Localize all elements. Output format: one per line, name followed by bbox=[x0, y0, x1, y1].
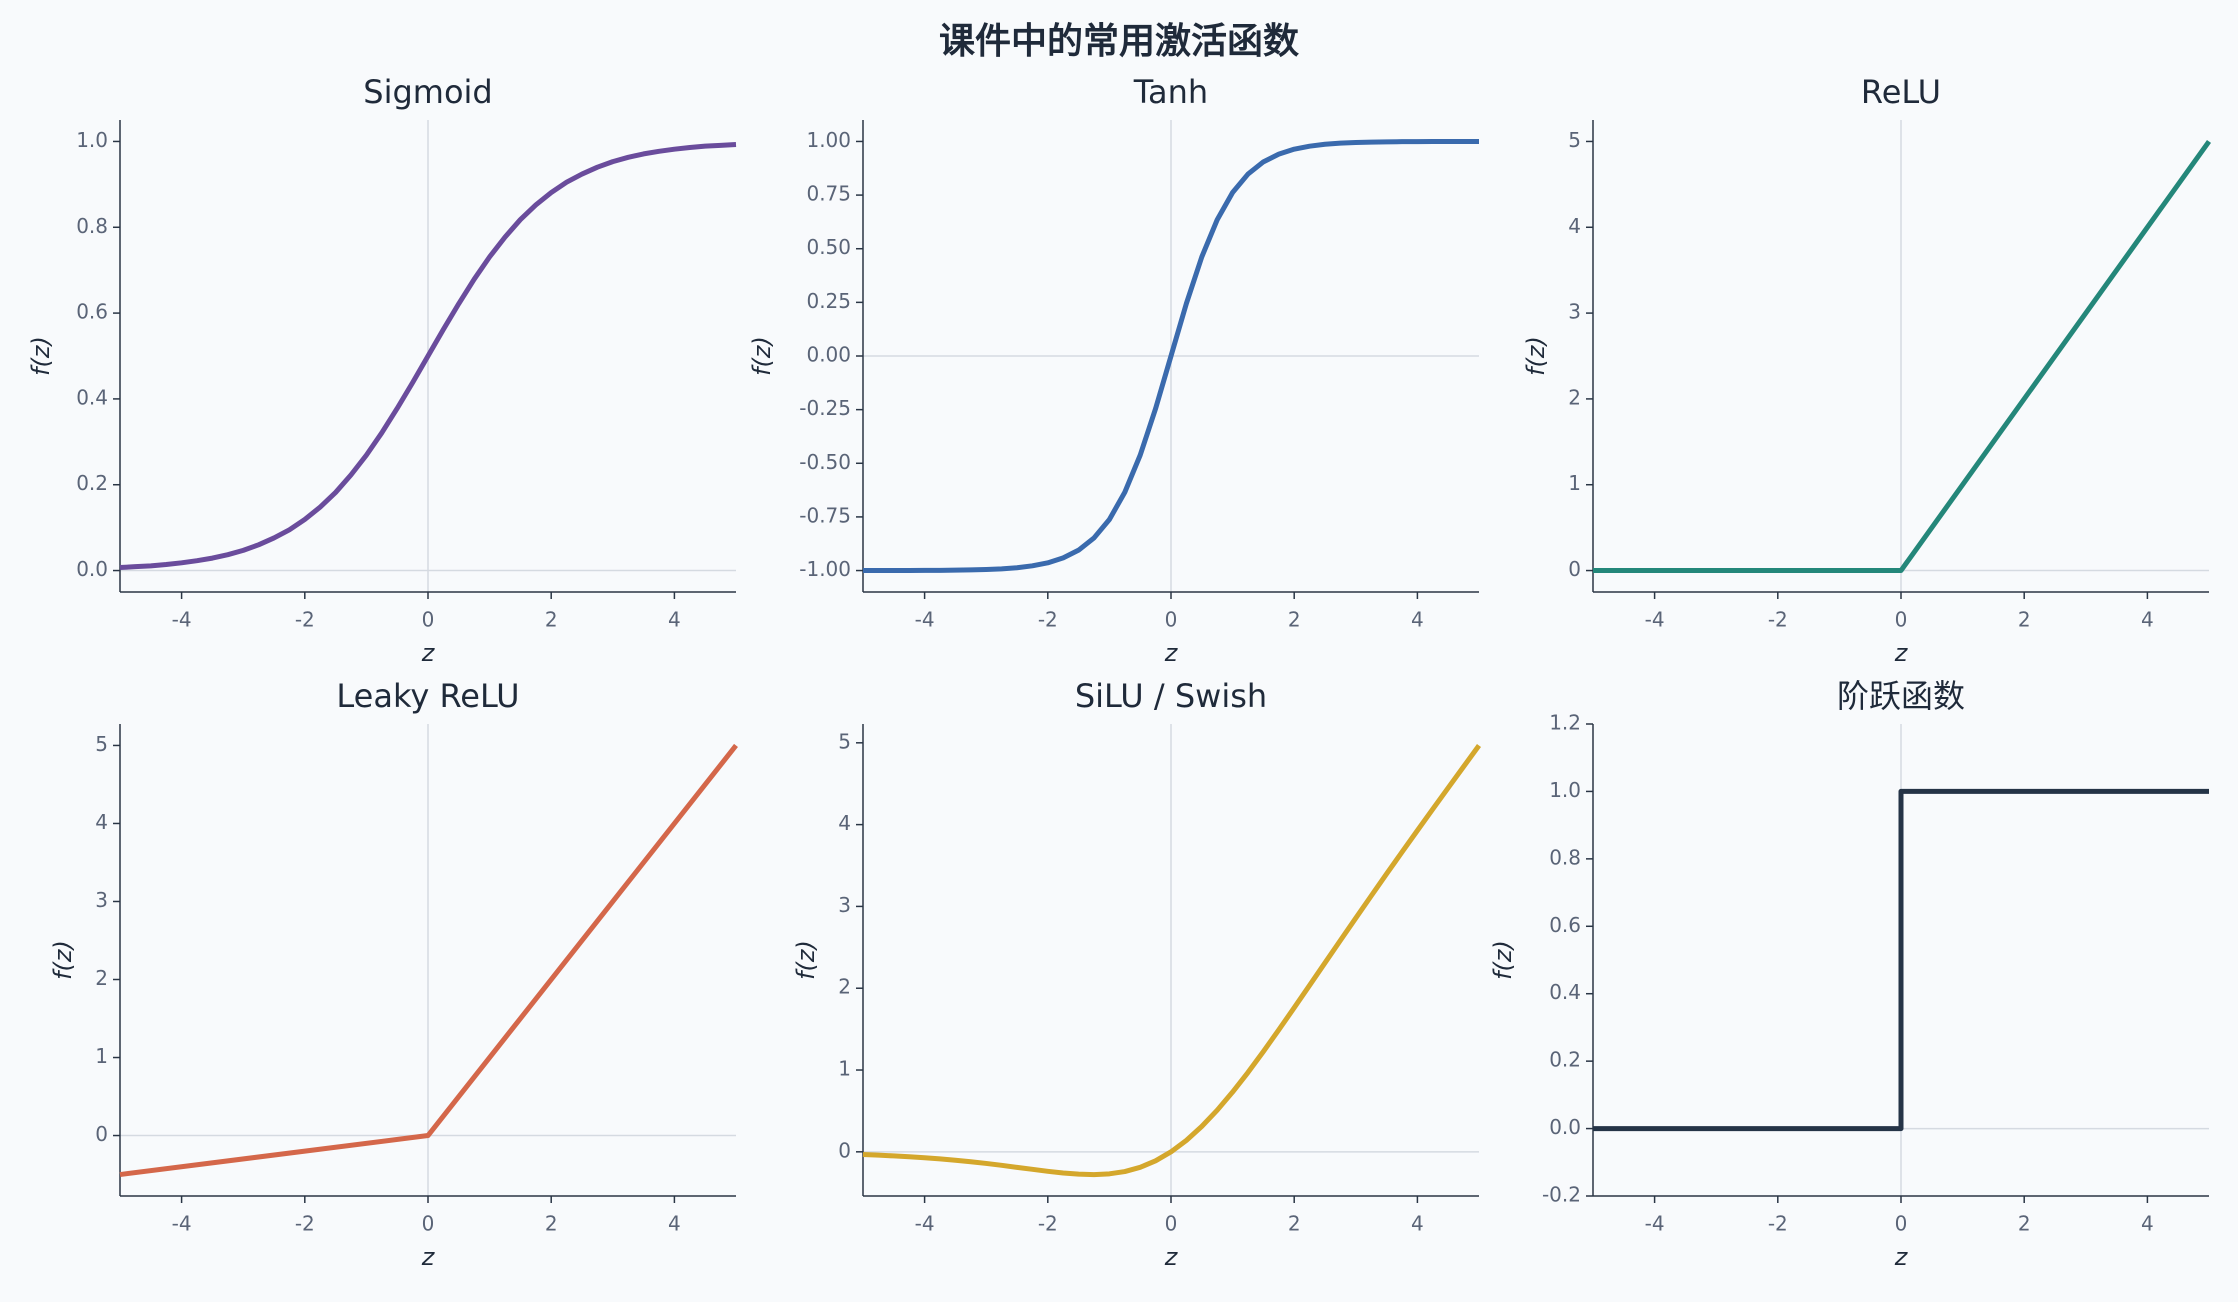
x-tick-label: 2 bbox=[1288, 608, 1301, 632]
x-tick-label: -2 bbox=[295, 1212, 315, 1236]
y-tick-label: 0.50 bbox=[806, 235, 851, 259]
x-tick-label: 4 bbox=[668, 1212, 681, 1236]
y-tick-label: 0 bbox=[838, 1138, 851, 1162]
y-tick-label: -0.50 bbox=[799, 450, 851, 474]
y-axis-label: f(z) bbox=[1522, 336, 1550, 376]
x-tick-label: -2 bbox=[1768, 1212, 1788, 1236]
panel-title: SiLU / Swish bbox=[1075, 677, 1267, 715]
y-axis-label: f(z) bbox=[792, 940, 820, 980]
y-tick-label: 0.6 bbox=[1549, 913, 1581, 937]
y-tick-label: 0.2 bbox=[76, 471, 108, 495]
y-axis-label: f(z) bbox=[49, 940, 77, 980]
x-tick-label: 4 bbox=[2141, 1212, 2154, 1236]
x-axis-label: z bbox=[421, 1243, 436, 1271]
y-tick-label: 1.0 bbox=[76, 128, 108, 152]
y-tick-label: 0.6 bbox=[76, 300, 108, 324]
x-tick-label: 2 bbox=[545, 608, 558, 632]
y-tick-label: 0.4 bbox=[1549, 980, 1581, 1004]
x-tick-label: -2 bbox=[295, 608, 315, 632]
panel-title: 阶跃函数 bbox=[1837, 677, 1965, 715]
x-tick-label: -4 bbox=[172, 608, 192, 632]
x-tick-label: -4 bbox=[1645, 1212, 1665, 1236]
y-tick-label: 0.8 bbox=[76, 214, 108, 238]
x-tick-label: 4 bbox=[2141, 608, 2154, 632]
panel-title: Tanh bbox=[1133, 73, 1208, 111]
y-tick-label: -1.00 bbox=[799, 557, 851, 581]
y-tick-label: 0.2 bbox=[1549, 1048, 1581, 1072]
y-tick-label: 5 bbox=[838, 729, 851, 753]
y-tick-label: 4 bbox=[95, 810, 108, 834]
x-tick-label: -4 bbox=[172, 1212, 192, 1236]
panel-title: Sigmoid bbox=[363, 73, 492, 111]
y-tick-label: 2 bbox=[838, 975, 851, 999]
y-tick-label: 0.8 bbox=[1549, 845, 1581, 869]
y-tick-label: -0.2 bbox=[1542, 1183, 1581, 1207]
y-tick-label: -0.25 bbox=[799, 396, 851, 420]
y-tick-label: -0.75 bbox=[799, 503, 851, 527]
y-tick-label: 2 bbox=[95, 966, 108, 990]
line-series bbox=[119, 743, 738, 1178]
x-tick-label: -4 bbox=[915, 608, 935, 632]
y-tick-label: 5 bbox=[95, 732, 108, 756]
x-tick-label: -2 bbox=[1768, 608, 1788, 632]
x-tick-label: 0 bbox=[1165, 1212, 1178, 1236]
y-axis-label: f(z) bbox=[748, 336, 776, 376]
y-tick-label: 0.75 bbox=[806, 182, 851, 206]
x-tick-label: 2 bbox=[2018, 608, 2031, 632]
y-tick-label: 5 bbox=[1568, 128, 1581, 152]
x-tick-label: 4 bbox=[668, 608, 681, 632]
y-tick-label: 0.0 bbox=[76, 557, 108, 581]
x-tick-label: -2 bbox=[1038, 1212, 1058, 1236]
y-tick-label: 1 bbox=[838, 1057, 851, 1081]
x-axis-label: z bbox=[421, 639, 436, 667]
x-tick-label: 2 bbox=[545, 1212, 558, 1236]
y-tick-label: 2 bbox=[1568, 385, 1581, 409]
y-tick-label: 4 bbox=[1568, 214, 1581, 238]
x-tick-label: 0 bbox=[422, 1212, 435, 1236]
x-axis-label: z bbox=[1164, 1243, 1179, 1271]
y-tick-label: 1.0 bbox=[1549, 778, 1581, 802]
y-tick-label: 4 bbox=[838, 811, 851, 835]
y-tick-label: 3 bbox=[1568, 300, 1581, 324]
y-tick-label: 0 bbox=[1568, 557, 1581, 581]
y-tick-label: 0.0 bbox=[1549, 1115, 1581, 1139]
x-axis-label: z bbox=[1164, 639, 1179, 667]
line-series bbox=[1593, 139, 2212, 574]
y-tick-label: 0 bbox=[95, 1122, 108, 1146]
y-axis-label: f(z) bbox=[1489, 940, 1517, 980]
x-tick-label: 2 bbox=[1288, 1212, 1301, 1236]
x-tick-label: -4 bbox=[915, 1212, 935, 1236]
x-tick-label: 0 bbox=[422, 608, 435, 632]
y-tick-label: 1.2 bbox=[1549, 711, 1581, 735]
y-tick-label: 1 bbox=[1568, 471, 1581, 495]
y-tick-label: 3 bbox=[95, 888, 108, 912]
line-series bbox=[863, 138, 1479, 574]
panel-title: ReLU bbox=[1861, 73, 1941, 111]
x-tick-label: 2 bbox=[2018, 1212, 2031, 1236]
x-tick-label: 4 bbox=[1411, 1212, 1424, 1236]
y-tick-label: 1 bbox=[95, 1044, 108, 1068]
y-tick-label: 0.00 bbox=[806, 343, 851, 367]
line-series bbox=[862, 744, 1482, 1178]
y-tick-label: 0.4 bbox=[76, 385, 108, 409]
panel-title: Leaky ReLU bbox=[336, 677, 519, 715]
x-axis-label: z bbox=[1894, 1243, 1909, 1271]
y-tick-label: 0.25 bbox=[806, 289, 851, 313]
x-tick-label: 0 bbox=[1895, 608, 1908, 632]
y-tick-label: 3 bbox=[838, 893, 851, 917]
line-series bbox=[1593, 788, 2209, 1132]
figure-title: 课件中的常用激活函数 bbox=[939, 21, 1299, 62]
y-axis-label: f(z) bbox=[27, 336, 55, 376]
line-series bbox=[119, 141, 737, 571]
x-tick-label: -4 bbox=[1645, 608, 1665, 632]
y-tick-label: 1.00 bbox=[806, 128, 851, 152]
x-axis-label: z bbox=[1894, 639, 1909, 667]
x-tick-label: 0 bbox=[1165, 608, 1178, 632]
x-tick-label: -2 bbox=[1038, 608, 1058, 632]
x-tick-label: 0 bbox=[1895, 1212, 1908, 1236]
x-tick-label: 4 bbox=[1411, 608, 1424, 632]
